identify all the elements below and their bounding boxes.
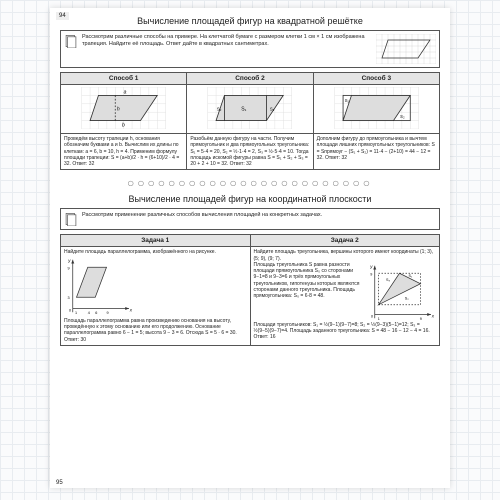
svg-text:b: b bbox=[122, 122, 125, 128]
method-header-1: Способ 1 bbox=[61, 73, 187, 85]
svg-text:S₂: S₂ bbox=[405, 296, 410, 300]
svg-text:0: 0 bbox=[69, 308, 71, 312]
method-fig-1: h b a bbox=[64, 87, 183, 129]
svg-text:3: 3 bbox=[68, 295, 70, 299]
note-icon bbox=[64, 34, 78, 48]
method-desc-1: Проведём высоту трапеции h, основания об… bbox=[61, 134, 187, 170]
page: 94 Вычисление площадей фигур на квадратн… bbox=[50, 8, 450, 488]
method-header-3: Способ 3 bbox=[313, 73, 439, 85]
svg-text:1: 1 bbox=[75, 310, 77, 314]
svg-text:9: 9 bbox=[420, 317, 422, 321]
intro-figure bbox=[376, 34, 436, 64]
method-fig-2: S₁ S₂ S₃ bbox=[190, 87, 309, 129]
spiral-binding: ○○○○○○○○○○○○○○○○○○○○○○○○ bbox=[60, 176, 440, 190]
title-2: Вычисление площадей фигур на координатно… bbox=[60, 194, 440, 204]
task1-figure: x y 3 9 1 4 6 9 0 bbox=[64, 256, 134, 316]
title-1: Вычисление площадей фигур на квадратной … bbox=[60, 16, 440, 26]
svg-text:1: 1 bbox=[378, 317, 380, 321]
svg-text:S₂: S₂ bbox=[217, 107, 222, 112]
task2-solution-a: Площадь треугольника S равна разности пл… bbox=[254, 262, 363, 300]
intro-box-2: Рассмотрим применение различных способов… bbox=[60, 208, 440, 230]
method-desc-2: Разобьём данную фигуру на части. Получим… bbox=[187, 134, 313, 170]
svg-text:h: h bbox=[117, 107, 120, 113]
svg-text:9: 9 bbox=[370, 272, 372, 276]
methods-table: Способ 1 Способ 2 Способ 3 h b a S₁ S₂ S₃ bbox=[60, 72, 440, 170]
svg-text:S₃: S₃ bbox=[386, 278, 391, 282]
task2-figure: S₃ S₁ S₂ 0 1 9 9 x y bbox=[366, 262, 436, 322]
page-number-top: 94 bbox=[56, 12, 69, 20]
intro-text-2: Рассмотрим применение различных способов… bbox=[82, 212, 322, 218]
task2-question: Найдите площадь треугольника, вершины ко… bbox=[254, 249, 437, 262]
tasks-table: Задача 1 Задача 2 Найдите площадь паралл… bbox=[60, 234, 440, 346]
svg-text:S₁: S₁ bbox=[242, 107, 247, 113]
svg-text:9: 9 bbox=[107, 310, 109, 314]
svg-text:S₁: S₁ bbox=[409, 274, 414, 278]
page-number-bottom: 95 bbox=[56, 480, 63, 486]
svg-text:S₃: S₃ bbox=[270, 107, 275, 112]
note-icon-2 bbox=[64, 212, 78, 226]
svg-text:y: y bbox=[369, 264, 373, 269]
svg-text:x: x bbox=[129, 307, 133, 312]
svg-text:x: x bbox=[431, 313, 435, 318]
svg-text:4: 4 bbox=[88, 310, 90, 314]
svg-text:0: 0 bbox=[371, 314, 373, 318]
method-desc-3: Дополним фигуру до прямоугольника и вычт… bbox=[313, 134, 439, 170]
svg-text:a: a bbox=[124, 90, 127, 96]
svg-text:S₂: S₂ bbox=[400, 114, 405, 119]
svg-text:S₁: S₁ bbox=[344, 98, 349, 103]
intro-box-1: Рассмотрим различные способы на примере.… bbox=[60, 30, 440, 68]
task-header-1: Задача 1 bbox=[61, 235, 251, 247]
method-header-2: Способ 2 bbox=[187, 73, 313, 85]
task2-solution-b: Площади треугольников: S₁ = ½(9−1)(9−7)=… bbox=[254, 322, 437, 341]
method-fig-3: S₁ S₂ bbox=[317, 87, 436, 129]
intro-text-1: Рассмотрим различные способы на примере.… bbox=[82, 34, 372, 48]
task-header-2: Задача 2 bbox=[250, 235, 440, 247]
svg-text:y: y bbox=[67, 258, 71, 263]
task1-solution: Площадь параллелограмма равна произведен… bbox=[64, 318, 247, 343]
svg-text:9: 9 bbox=[68, 266, 70, 270]
svg-text:6: 6 bbox=[95, 310, 97, 314]
